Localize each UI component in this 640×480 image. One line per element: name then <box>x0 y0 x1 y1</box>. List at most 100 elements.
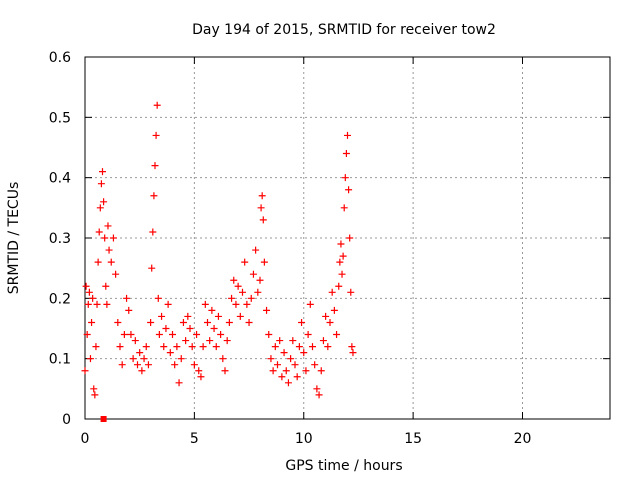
data-point-80 <box>223 337 231 345</box>
data-point-96 <box>257 204 265 212</box>
data-point-136 <box>338 270 346 278</box>
y-tick-label-3: 0.3 <box>49 231 71 247</box>
annotations <box>100 416 107 422</box>
data-point-20 <box>103 300 111 308</box>
data-point-44 <box>150 192 158 200</box>
data-point-68 <box>197 373 205 381</box>
data-point-132 <box>333 331 341 339</box>
data-point-141 <box>344 131 351 139</box>
data-point-125 <box>317 367 325 375</box>
data-point-112 <box>289 337 297 345</box>
y-tick-label-0: 0 <box>62 412 71 428</box>
data-point-74 <box>210 325 218 332</box>
data-point-109 <box>282 367 290 375</box>
data-point-122 <box>311 361 319 369</box>
data-point-124 <box>315 391 323 399</box>
data-point-123 <box>313 385 321 393</box>
data-point-79 <box>221 367 229 375</box>
data-point-73 <box>208 306 216 314</box>
data-point-105 <box>274 361 281 369</box>
y-tick-label-6: 0.6 <box>49 50 71 66</box>
y-tick-label-5: 0.5 <box>49 110 71 126</box>
data-point-17 <box>100 198 108 206</box>
data-point-64 <box>188 343 196 351</box>
data-point-58 <box>175 379 183 387</box>
data-point-139 <box>341 174 349 182</box>
data-point-131 <box>330 306 338 314</box>
data-point-144 <box>347 288 355 296</box>
data-point-103 <box>269 367 277 375</box>
data-point-87 <box>239 288 246 296</box>
data-point-110 <box>284 379 292 387</box>
data-point-54 <box>166 349 174 357</box>
data-point-126 <box>319 337 327 345</box>
data-point-22 <box>105 246 113 254</box>
data-point-14 <box>96 204 104 212</box>
data-point-45 <box>151 162 159 170</box>
y-tick-labels: 0 0.1 0.2 0.3 0.4 0.5 0.6 <box>49 50 71 428</box>
y-tick-label-4: 0.4 <box>49 171 71 187</box>
data-point-95 <box>256 276 264 284</box>
y-tick-label-1: 0.1 <box>49 352 71 368</box>
data-point-142 <box>345 186 353 194</box>
data-point-70 <box>201 300 209 308</box>
data-point-57 <box>173 343 181 351</box>
data-point-63 <box>186 325 194 332</box>
data-point-35 <box>134 361 141 369</box>
data-point-108 <box>280 349 288 357</box>
x-tick-label-4: 20 <box>514 431 532 447</box>
data-point-111 <box>287 355 295 363</box>
data-point-137 <box>339 252 347 260</box>
square-marker-0 <box>100 416 107 422</box>
data-point-62 <box>184 312 192 320</box>
data-point-59 <box>177 355 185 363</box>
data-point-84 <box>232 300 240 308</box>
data-point-15 <box>97 180 105 188</box>
data-point-5 <box>86 355 94 363</box>
axis-ticks <box>84 56 610 420</box>
data-point-9 <box>91 391 99 399</box>
data-point-2 <box>83 331 91 339</box>
data-point-114 <box>293 373 301 381</box>
data-point-128 <box>324 343 332 351</box>
data-point-29 <box>120 331 128 339</box>
data-point-118 <box>302 367 310 375</box>
data-point-40 <box>144 361 152 369</box>
data-point-33 <box>129 355 137 363</box>
data-point-83 <box>230 276 238 284</box>
x-tick-label-3: 15 <box>404 431 422 447</box>
data-point-93 <box>252 246 260 254</box>
data-point-92 <box>249 270 257 278</box>
data-point-28 <box>118 361 126 369</box>
data-point-25 <box>112 270 120 278</box>
data-point-39 <box>142 343 150 351</box>
data-point-43 <box>149 228 157 236</box>
data-point-60 <box>179 318 187 326</box>
data-point-77 <box>217 331 225 339</box>
data-point-82 <box>228 294 236 302</box>
x-tick-label-0: 0 <box>81 431 90 447</box>
data-point-61 <box>182 337 190 345</box>
data-point-106 <box>276 337 284 345</box>
data-point-98 <box>259 216 267 224</box>
data-point-53 <box>164 300 172 308</box>
data-point-49 <box>155 331 163 339</box>
data-point-102 <box>267 355 275 363</box>
data-point-46 <box>152 131 160 139</box>
data-point-97 <box>258 192 266 200</box>
data-point-37 <box>138 367 146 375</box>
data-point-85 <box>234 282 242 290</box>
data-point-100 <box>263 306 271 314</box>
data-point-140 <box>342 150 350 158</box>
data-point-129 <box>326 318 334 326</box>
data-point-41 <box>147 318 155 326</box>
data-point-42 <box>148 264 156 272</box>
x-axis-label: GPS time / hours <box>285 458 402 474</box>
data-point-78 <box>219 355 227 363</box>
data-point-11 <box>93 300 101 308</box>
data-point-146 <box>349 349 357 357</box>
data-point-16 <box>99 168 106 176</box>
data-point-89 <box>243 300 251 308</box>
data-point-6 <box>88 318 96 326</box>
